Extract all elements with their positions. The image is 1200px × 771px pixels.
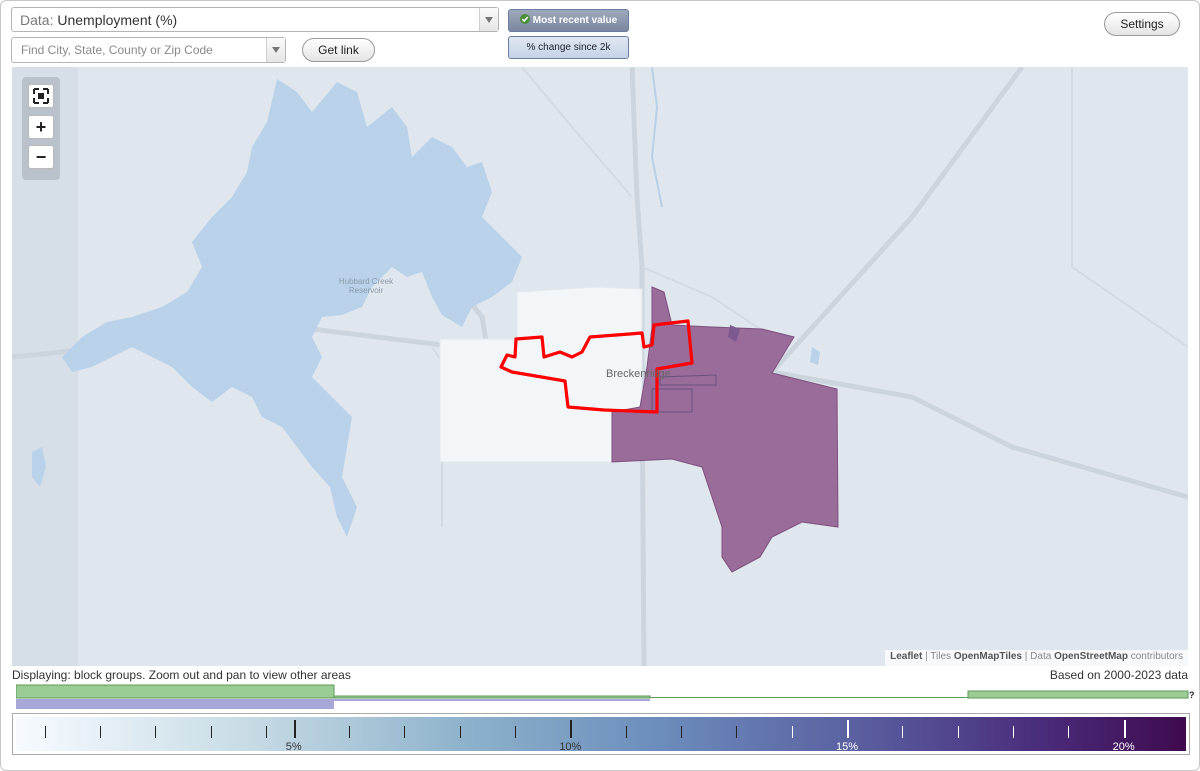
- get-link-button[interactable]: Get link: [302, 38, 375, 62]
- fullscreen-button[interactable]: [28, 84, 54, 108]
- legend-tick-major: [570, 720, 573, 738]
- leaflet-link[interactable]: Leaflet: [890, 651, 923, 662]
- legend-tick: [44, 726, 46, 738]
- most-recent-toggle[interactable]: Most recent value: [508, 9, 629, 32]
- legend-tick-major: [293, 720, 296, 738]
- legend-gradient: 5% 10% 15% 20%: [16, 717, 1186, 753]
- map-attribution: Leaflet | Tiles OpenMapTiles | Data Open…: [885, 650, 1188, 666]
- distribution-histogram: [16, 684, 1189, 709]
- zoom-out-button[interactable]: −: [28, 145, 54, 169]
- histogram-help[interactable]: ?: [1189, 690, 1195, 700]
- chevron-down-icon[interactable]: [479, 8, 498, 31]
- legend-tick: [404, 726, 406, 738]
- minor-road: [641, 266, 773, 338]
- legend-tick: [1068, 726, 1070, 738]
- block-group-high-2: [728, 325, 740, 342]
- minor-road: [521, 67, 633, 198]
- legend-tick: [957, 726, 959, 738]
- northeast-road: [770, 67, 1025, 374]
- block-group-boundary: [651, 374, 717, 413]
- pct-change-toggle[interactable]: % change since 2k: [508, 36, 629, 59]
- histogram-bar-green: [967, 690, 1189, 699]
- legend-tick: [681, 726, 682, 738]
- reservoir-label: Hubbard Creek Reservoir: [338, 277, 394, 295]
- histogram-bar-green: [16, 684, 335, 699]
- city-label: Breckenridge: [606, 368, 671, 380]
- histogram-bar-green: [333, 695, 651, 699]
- zoom-control: + −: [22, 77, 60, 180]
- legend-tick-major: [847, 720, 849, 738]
- legend-tick-label: 15%: [835, 741, 859, 753]
- openmaptiles-link[interactable]: OpenMapTiles: [953, 651, 1022, 662]
- legend-tick: [100, 726, 101, 738]
- histogram-bar-purple: [16, 699, 334, 709]
- map-canvas: [12, 67, 1188, 666]
- legend-tick: [266, 726, 267, 738]
- histogram-bar-green: [650, 697, 968, 698]
- selected-city-outline: [499, 319, 694, 414]
- legend-tick-label: 20%: [1112, 741, 1135, 753]
- data-select[interactable]: Data: Unemployment (%): [11, 7, 499, 32]
- block-group-high-1: [611, 286, 839, 573]
- legend-tick: [736, 726, 738, 738]
- minor-road: [1071, 67, 1188, 348]
- color-legend: 5% 10% 15% 20%: [12, 713, 1190, 755]
- legend-tick: [791, 726, 793, 738]
- legend-tick-label: 5%: [285, 741, 302, 753]
- small-pond: [32, 447, 46, 487]
- histogram-bar-purple: [334, 699, 650, 701]
- hubbard-creek-reservoir: [62, 79, 522, 537]
- data-value: Unemployment (%): [57, 12, 178, 28]
- openstreetmap-link[interactable]: OpenStreetMap: [1054, 651, 1128, 662]
- map-view[interactable]: Hubbard Creek Reservoir Breckenridge + −…: [12, 67, 1188, 666]
- plus-icon: +: [35, 117, 47, 137]
- minus-icon: −: [35, 147, 47, 167]
- settings-button[interactable]: Settings: [1104, 12, 1180, 36]
- fullscreen-icon: [33, 88, 49, 104]
- legend-tick-major: [1123, 720, 1126, 738]
- zoom-in-button[interactable]: +: [28, 115, 54, 139]
- small-pond: [810, 347, 820, 365]
- search-input[interactable]: [12, 38, 266, 62]
- location-search[interactable]: [11, 37, 286, 63]
- legend-tick: [1013, 726, 1014, 738]
- legend-tick: [459, 726, 461, 738]
- search-dropdown-icon[interactable]: [266, 38, 285, 62]
- legend-tick: [210, 726, 212, 738]
- displaying-note: Displaying: block groups. Zoom out and p…: [12, 668, 351, 682]
- most-recent-label: Most recent value: [532, 15, 618, 26]
- legend-tick: [155, 726, 157, 738]
- check-icon: [519, 14, 530, 24]
- legend-tick: [349, 726, 350, 738]
- creek: [650, 67, 663, 208]
- legend-tick: [902, 726, 904, 738]
- data-prefix: Data:: [20, 12, 54, 28]
- data-range-note: Based on 2000-2023 data: [1049, 668, 1188, 682]
- legend-tick-label: 10%: [559, 741, 582, 753]
- legend-tick: [515, 726, 516, 738]
- legend-tick: [625, 726, 627, 738]
